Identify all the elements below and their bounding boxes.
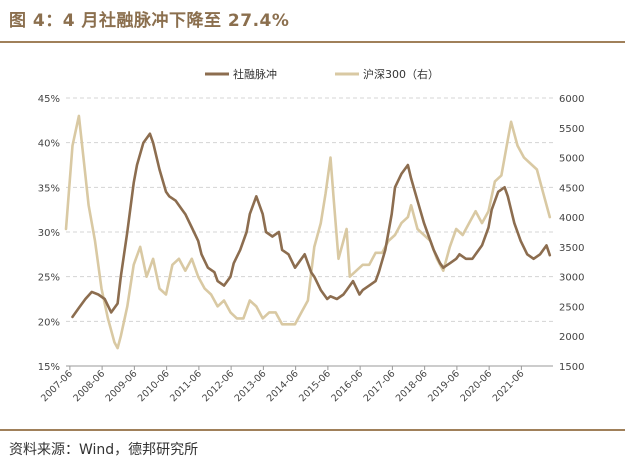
right-tick-label: 3500 bbox=[559, 243, 584, 254]
right-axis-ticks: 1500 2000 2500 3000 3500 4000 4500 5000 5500 6000 bbox=[559, 94, 584, 373]
series-line-hs300 bbox=[64, 114, 552, 350]
left-tick-label: 20% bbox=[38, 317, 60, 328]
x-tick-label: 2017-06 bbox=[362, 368, 398, 404]
right-tick-label: 3000 bbox=[559, 273, 584, 284]
x-tick-label: 2008-06 bbox=[71, 368, 107, 404]
left-tick-label: 40% bbox=[38, 139, 60, 150]
x-tick-label: 2014-06 bbox=[265, 368, 301, 404]
right-tick-label: 4000 bbox=[559, 213, 584, 224]
x-tick-label: 2007-06 bbox=[39, 368, 75, 404]
x-tick-label: 2015-06 bbox=[297, 368, 333, 404]
right-tick-label: 5000 bbox=[559, 154, 584, 165]
x-axis-ticks: 2007-062008-062009-062010-062011-062012-… bbox=[39, 368, 526, 404]
x-tick-label: 2012-06 bbox=[200, 368, 236, 404]
left-tick-label: 45% bbox=[38, 94, 60, 105]
right-tick-label: 6000 bbox=[559, 94, 584, 105]
legend-label: 社融脉冲 bbox=[233, 67, 277, 81]
x-tick-label: 2009-06 bbox=[104, 368, 140, 404]
x-tick-label: 2021-06 bbox=[491, 368, 527, 404]
x-tick-label: 2018-06 bbox=[394, 368, 430, 404]
series-line-shrong bbox=[71, 132, 552, 319]
right-tick-label: 1500 bbox=[559, 362, 584, 373]
x-tick-label: 2020-06 bbox=[458, 368, 494, 404]
x-tick-label: 2013-06 bbox=[233, 368, 269, 404]
x-tick-label: 2011-06 bbox=[168, 368, 204, 404]
source-rule bbox=[0, 429, 625, 431]
left-axis-ticks: 15% 20% 25% 30% 35% 40% 45% bbox=[38, 94, 60, 373]
source-note: 资料来源：Wind，德邦研究所 bbox=[9, 442, 199, 458]
legend: 社融脉冲 沪深300（右） bbox=[205, 67, 439, 81]
right-tick-label: 5500 bbox=[559, 124, 584, 135]
right-tick-label: 4500 bbox=[559, 183, 584, 194]
x-tick-label: 2016-06 bbox=[329, 368, 365, 404]
axes bbox=[66, 365, 553, 370]
series-lines bbox=[64, 114, 552, 350]
title-rule bbox=[0, 41, 625, 43]
left-tick-label: 35% bbox=[38, 183, 60, 194]
left-tick-label: 15% bbox=[38, 362, 60, 373]
x-tick-label: 2019-06 bbox=[426, 368, 462, 404]
right-tick-label: 2000 bbox=[559, 332, 584, 343]
page-title: 图 4：4 月社融脉冲下降至 27.4% bbox=[9, 11, 290, 31]
legend-label: 沪深300（右） bbox=[363, 67, 439, 81]
left-tick-label: 30% bbox=[38, 228, 60, 239]
right-tick-label: 2500 bbox=[559, 302, 584, 313]
x-tick-label: 2010-06 bbox=[136, 368, 172, 404]
left-tick-label: 25% bbox=[38, 273, 60, 284]
